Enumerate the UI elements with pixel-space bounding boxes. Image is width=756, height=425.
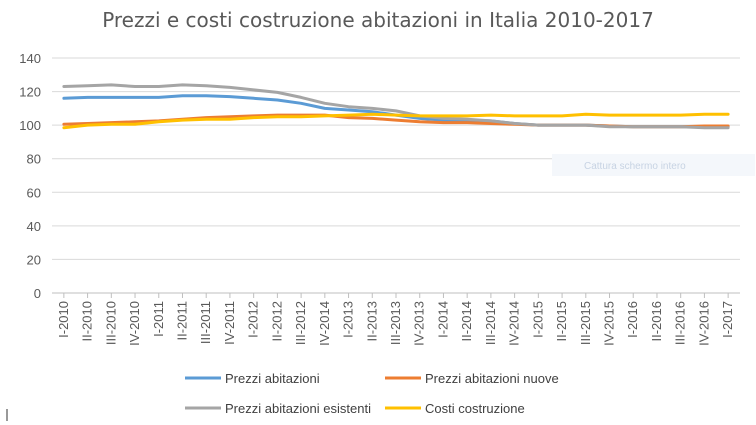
- x-tick-label: III-2016: [673, 301, 688, 345]
- y-tick-label: 140: [19, 51, 41, 66]
- series-line-4: [62, 112, 730, 130]
- x-tick-label: III-2014: [483, 301, 498, 345]
- y-tick-label: 0: [34, 286, 41, 301]
- x-tick-label: III-2011: [198, 301, 213, 344]
- x-tick-label: II-2014: [459, 301, 474, 341]
- y-tick-label: 20: [27, 252, 41, 267]
- x-tick-label: IV-2011: [222, 301, 237, 345]
- x-tick-label: II-2016: [649, 301, 664, 341]
- y-tick-label: 120: [19, 85, 41, 100]
- x-tick-label: I-2016: [625, 301, 640, 338]
- x-axis-ticks: I-2010 II-2010 III-2010 IV-2010 I-2011 II-201…: [56, 293, 735, 346]
- x-tick-label: I-2012: [246, 301, 261, 338]
- series-lines: [62, 83, 730, 130]
- y-tick-label: 100: [19, 118, 41, 133]
- x-tick-label: III-2010: [103, 301, 118, 345]
- chart-title: Prezzi e costi costruzione abitazioni in…: [102, 8, 654, 32]
- x-tick-label: II-2012: [269, 301, 284, 341]
- screenshot-tooltip: [552, 154, 755, 176]
- legend-label: Costi costruzione: [425, 401, 525, 416]
- x-tick-label: IV-2013: [412, 301, 427, 346]
- legend: Prezzi abitazioni Prezzi abitazioni nuove…: [185, 371, 559, 416]
- x-tick-label: I-2010: [56, 301, 71, 338]
- y-tick-label: 60: [27, 185, 41, 200]
- y-axis-ticks: 0 20 40 60 80 100 120 140: [19, 51, 41, 301]
- x-tick-label: III-2015: [578, 301, 593, 345]
- x-tick-label: IV-2015: [602, 301, 617, 346]
- x-tick-label: I-2011: [151, 301, 166, 337]
- x-tick-label: I-2017: [720, 301, 735, 338]
- x-tick-label: III-2012: [293, 301, 308, 345]
- gridlines: [52, 57, 740, 294]
- x-tick-label: II-2013: [364, 301, 379, 341]
- x-tick-label: II-2011: [174, 301, 189, 341]
- y-tick-label: 40: [27, 219, 41, 234]
- series-line-3: [62, 83, 730, 130]
- x-tick-label: III-2013: [388, 301, 403, 345]
- x-tick-label: IV-2010: [127, 301, 142, 346]
- x-tick-label: IV-2014: [507, 301, 522, 346]
- x-tick-label: IV-2016: [696, 301, 711, 346]
- x-tick-label: I-2014: [435, 301, 450, 338]
- legend-label: Prezzi abitazioni nuove: [425, 371, 559, 386]
- x-tick-label: I-2013: [341, 301, 356, 338]
- y-tick-label: 80: [27, 152, 41, 167]
- x-tick-label: I-2015: [530, 301, 545, 338]
- legend-label: Prezzi abitazioni: [225, 371, 320, 386]
- x-tick-label: IV-2014: [317, 301, 332, 346]
- x-tick-label: II-2010: [80, 301, 95, 341]
- legend-label: Prezzi abitazioni esistenti: [225, 401, 371, 416]
- screenshot-tooltip-text: Cattura schermo intero: [584, 161, 686, 172]
- x-tick-label: II-2015: [554, 301, 569, 341]
